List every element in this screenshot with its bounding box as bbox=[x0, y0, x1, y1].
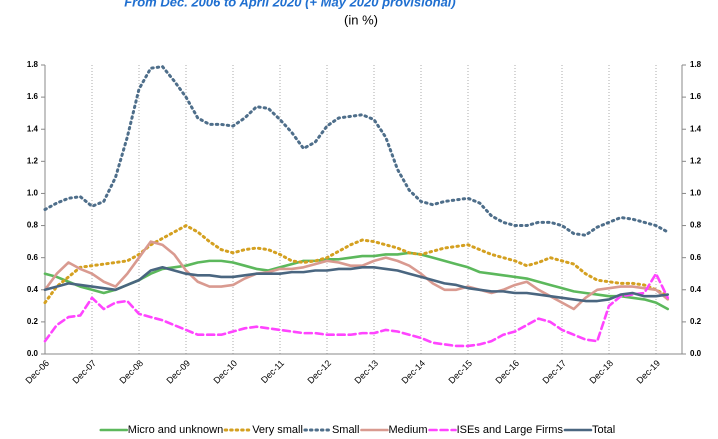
x-tick-label: Dec-16 bbox=[494, 358, 522, 386]
y-tick-label: 0.2 bbox=[27, 317, 39, 326]
x-tick-label: Dec-17 bbox=[541, 358, 569, 386]
series-line bbox=[43, 251, 670, 311]
x-tick-label: Dec-07 bbox=[71, 358, 99, 386]
x-tick-label: Dec-14 bbox=[400, 358, 428, 386]
y2-tick-label: 0.0 bbox=[690, 349, 702, 358]
series-line bbox=[43, 266, 670, 303]
chart-title: From Dec. 2006 to April 2020 (+ May 2020… bbox=[124, 0, 456, 9]
y-tick-label: 0.8 bbox=[27, 221, 39, 230]
y-tick-label: 1.2 bbox=[27, 156, 39, 165]
legend-label: Medium bbox=[388, 424, 427, 436]
y-tick-label: 0.0 bbox=[27, 349, 39, 358]
legend-label: Small bbox=[332, 424, 360, 436]
chart-subtitle: (in %) bbox=[344, 12, 378, 27]
x-tick-label: Dec-19 bbox=[635, 358, 663, 386]
series-line bbox=[43, 240, 670, 311]
x-tick-label: Dec-18 bbox=[588, 358, 616, 386]
y-tick-label: 0.6 bbox=[27, 253, 39, 262]
y-tick-label: 1.0 bbox=[27, 189, 39, 198]
y2-tick-label: 0.2 bbox=[690, 317, 702, 326]
y2-tick-label: 0.8 bbox=[690, 221, 702, 230]
y-tick-label: 1.4 bbox=[27, 124, 39, 133]
y-tick-label: 1.6 bbox=[27, 92, 39, 101]
legend-label: Very small bbox=[252, 424, 303, 436]
legend: Micro and unknown Very small Small Medium IS… bbox=[99, 424, 615, 436]
y2-tick-label: 1.2 bbox=[690, 156, 702, 165]
y2-tick-label: 1.4 bbox=[690, 124, 702, 133]
legend-label: Total bbox=[592, 424, 615, 436]
x-tick-label: Dec-10 bbox=[212, 358, 240, 386]
y2-tick-label: 1.8 bbox=[690, 60, 702, 69]
y-tick-label: 0.4 bbox=[27, 285, 39, 294]
legend-label: Micro and unknown bbox=[128, 424, 223, 436]
x-tick-label: Dec-13 bbox=[353, 358, 381, 386]
y-tick-label: 1.8 bbox=[27, 60, 39, 69]
x-tick-label: Dec-11 bbox=[259, 358, 286, 385]
x-tick-label: Dec-15 bbox=[447, 358, 475, 386]
series-line bbox=[43, 272, 670, 348]
y2-tick-label: 0.6 bbox=[690, 253, 702, 262]
y2-tick-label: 1.6 bbox=[690, 92, 702, 101]
series-line bbox=[43, 65, 670, 237]
y2-tick-label: 1.0 bbox=[690, 189, 702, 198]
x-tick-label: Dec-06 bbox=[24, 358, 52, 386]
x-tick-label: Dec-12 bbox=[306, 358, 334, 386]
y2-tick-label: 0.4 bbox=[690, 285, 702, 294]
x-tick-label: Dec-08 bbox=[118, 358, 146, 386]
x-tick-label: Dec-09 bbox=[165, 358, 193, 386]
legend-label: ISEs and Large Firms bbox=[457, 424, 564, 436]
